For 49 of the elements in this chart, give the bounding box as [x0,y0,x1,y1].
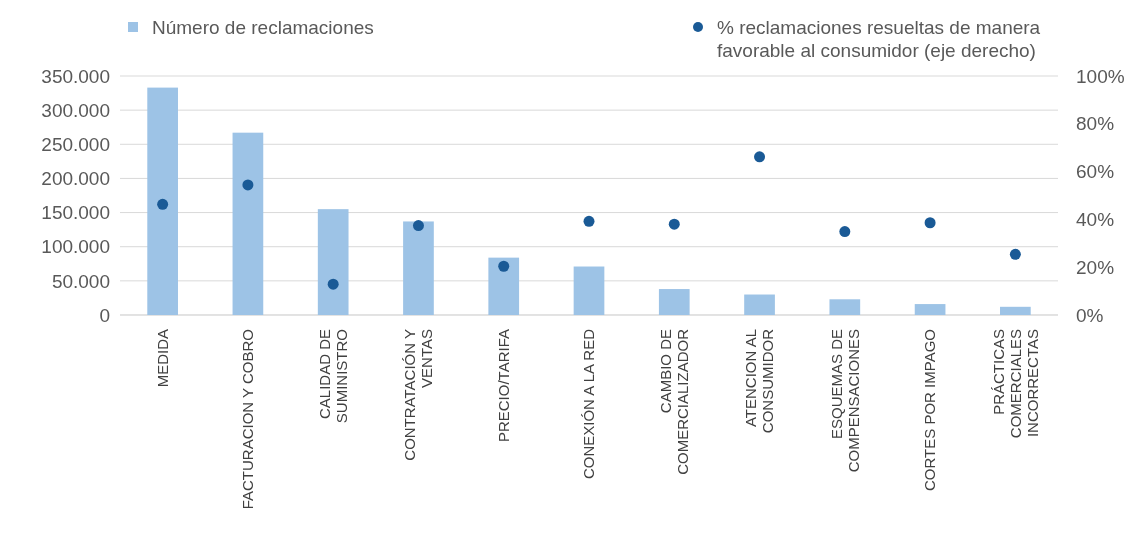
point [754,151,766,163]
bar [914,304,946,315]
point [498,260,510,272]
y2-tick-label: 40% [1076,209,1115,231]
y-tick-label: 350.000 [41,65,110,87]
bar [232,132,264,315]
point [412,220,424,232]
point [583,215,595,227]
x-tick-label: CONEXIÓN A LA RED [580,328,598,480]
bar [1000,306,1031,315]
x-tick-label: CAMBIO DE COMERCIALIZADOR [657,328,692,475]
point [1009,248,1021,260]
x-tick-label: PRECIO/TARIFA [494,329,512,443]
point [668,218,680,230]
bar [744,294,775,315]
y-tick-label: 100.000 [41,236,110,258]
x-tick-label: CALIDAD DE SUMINISTRO [315,329,350,424]
bar [658,289,690,315]
x-tick-label: CONTRATACIÓN Y VENTAS [401,329,436,461]
point [327,278,339,290]
legend-label: % reclamaciones resueltas de manera favorable al consumidor (eje derecho) [717,16,1041,61]
y2-tick-label: 100% [1076,65,1125,87]
y-tick-label: 300.000 [41,99,110,121]
bar [829,299,861,315]
y2-tick-label: 80% [1076,113,1115,135]
point [839,226,851,238]
x-tick-label: PRÁCTICAS COMERCIALES INCORRECTAS [989,329,1041,439]
bar [317,209,349,315]
point [242,179,254,191]
x-tick-label: CORTES POR IMPAGO [921,329,939,491]
x-tick-label: ATENCION AL CONSUMIDOR [742,328,777,434]
bar [147,87,178,315]
y2-tick-label: 0% [1076,304,1104,326]
y-tick-label: 150.000 [41,202,110,224]
point [157,198,169,210]
y-tick-label: 200.000 [41,168,110,190]
x-tick-label: MEDIDA [153,329,171,388]
y-tick-label: 250.000 [41,133,110,155]
x-tick-label: ESQUEMAS DE COMPENSACIONES [827,329,862,473]
bar [573,266,605,315]
y-tick-label: 50.000 [51,270,110,292]
bar [488,257,520,315]
legend-label: Número de reclamaciones [152,16,374,38]
x-tick-label: FACTURACION Y COBRO [239,329,257,510]
point [924,217,936,229]
y2-tick-label: 20% [1076,256,1115,278]
y-tick-label: 0 [99,304,110,326]
y2-tick-label: 60% [1076,161,1115,183]
bar [403,221,434,315]
